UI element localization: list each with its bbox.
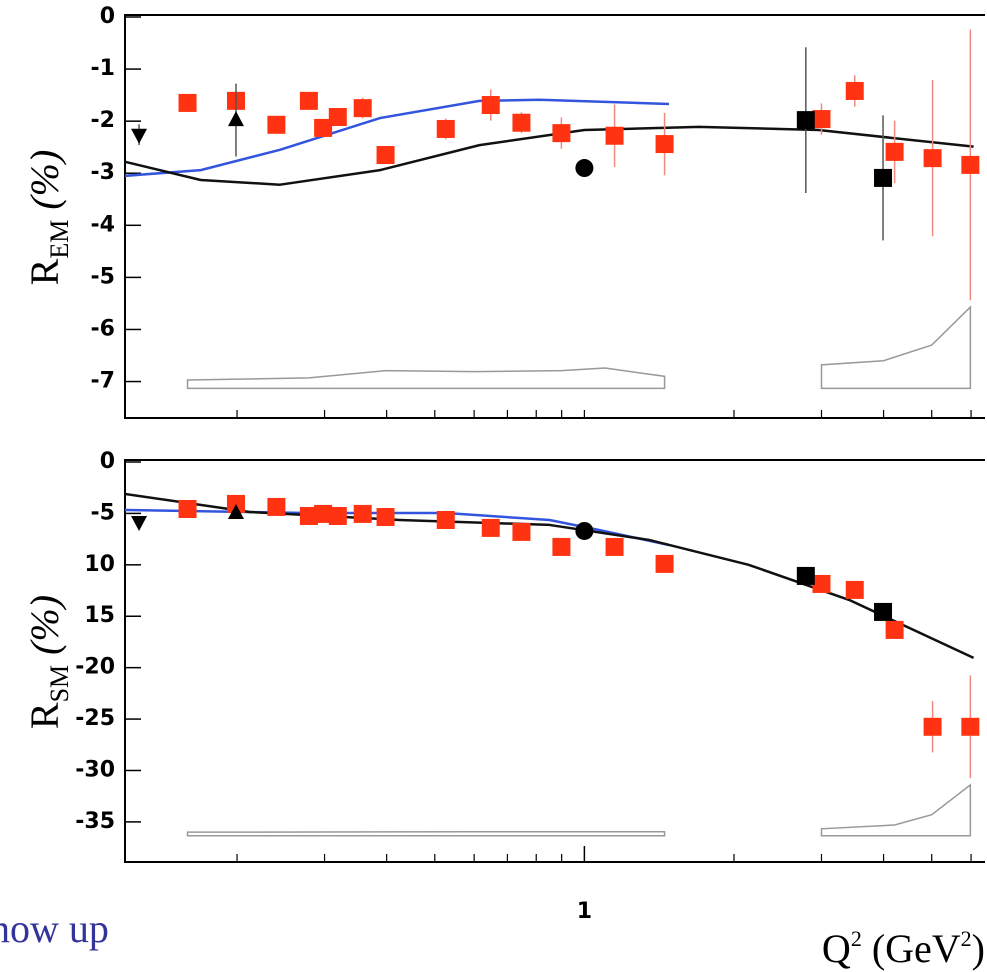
data-point [314, 118, 333, 137]
y-tick-label: -5 [91, 264, 115, 289]
label-part: ) [972, 926, 985, 971]
label-part: SM [45, 665, 74, 703]
y-tick-label: -1 [91, 56, 115, 81]
label-part: 2 [851, 926, 862, 951]
data-point [961, 155, 980, 174]
data-point [845, 580, 864, 599]
data-point [376, 146, 395, 165]
data-point [655, 554, 674, 573]
data-point [131, 128, 148, 144]
data-point [226, 494, 245, 513]
y-tick-label: -35 [75, 809, 115, 834]
label-part: 2 [961, 926, 972, 951]
data-point [845, 81, 864, 100]
data-point [923, 717, 942, 736]
data-point [178, 499, 197, 518]
data-point [961, 717, 980, 736]
systematic-band [186, 831, 666, 837]
data-point [436, 510, 455, 529]
axis-frame [124, 14, 985, 419]
y-tick-label: -3 [91, 160, 115, 185]
data-point [299, 506, 318, 525]
y-tick-label: -6 [91, 316, 115, 341]
y-tick-label: -7 [91, 369, 115, 394]
data-point [131, 515, 148, 531]
y-tick-label: -2 [91, 108, 115, 133]
x-tick-label: 1 [577, 899, 592, 924]
data-point [512, 113, 531, 132]
data-point [874, 168, 893, 187]
label-part: EM [45, 220, 74, 259]
data-point [605, 126, 624, 145]
y-tick-label: -5 [91, 500, 115, 525]
data-point [885, 142, 904, 161]
data-point [575, 159, 594, 178]
y-tick-label: -4 [91, 212, 115, 237]
label-part: R [22, 258, 67, 285]
data-point [376, 508, 395, 527]
data-point [481, 96, 500, 115]
label-part: (%) [22, 595, 67, 655]
label-part: R [22, 702, 67, 729]
data-point [314, 504, 333, 523]
data-point [552, 537, 571, 556]
data-point [575, 521, 594, 540]
systematic-band [820, 305, 972, 390]
data-point [267, 115, 286, 134]
y-tick-label: -30 [75, 757, 115, 782]
data-point [512, 522, 531, 541]
data-point [227, 111, 244, 127]
data-point [796, 111, 815, 130]
model-curve [124, 125, 974, 186]
data-point [353, 99, 372, 118]
data-point [812, 574, 831, 593]
y-tick-label: 15 [84, 603, 115, 628]
data-point [481, 518, 500, 537]
data-point [812, 110, 831, 129]
label-part: Q [822, 926, 851, 971]
x-axis-label: Q2 (GeV2) [822, 926, 985, 971]
data-point [353, 504, 372, 523]
data-point [552, 124, 571, 143]
data-point [605, 537, 624, 556]
y-tick-label: 0 [100, 4, 115, 29]
data-point [328, 506, 347, 525]
y-tick-label: 10 [84, 552, 115, 577]
systematic-band [820, 783, 972, 837]
systematic-band [186, 367, 666, 390]
model-curve [124, 492, 975, 660]
data-point [299, 91, 318, 110]
label-part: (GeV [872, 926, 961, 971]
data-point [227, 504, 244, 520]
data-point [267, 497, 286, 516]
data-point [328, 107, 347, 126]
y-tick-label: -20 [75, 655, 115, 680]
data-point [436, 119, 455, 138]
model-curve [124, 98, 670, 178]
y-tick-label: 0 [100, 449, 115, 474]
y-axis-label: REM (%) [22, 150, 74, 286]
annotation: now up [0, 906, 109, 951]
data-point [655, 135, 674, 154]
data-point [923, 149, 942, 168]
data-point [178, 93, 197, 112]
data-point [885, 620, 904, 639]
data-point [874, 602, 893, 621]
y-axis-label: RSM (%) [22, 595, 74, 729]
data-point [796, 566, 815, 585]
axis-frame [124, 459, 985, 863]
label-part: (%) [22, 150, 67, 210]
y-tick-label: -25 [75, 706, 115, 731]
